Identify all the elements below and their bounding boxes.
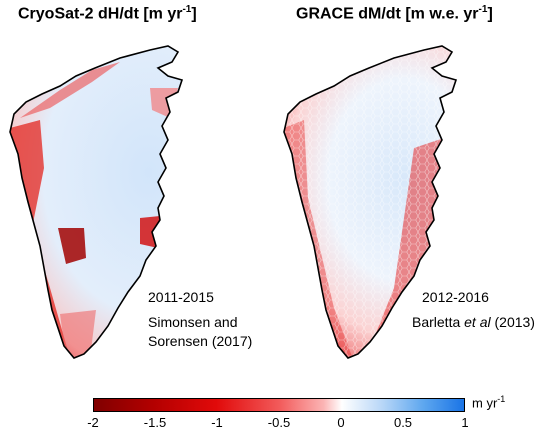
- northwest-thinning: [20, 62, 120, 118]
- right-panel-title: GRACE dM/dt [m w.e. yr-1]: [296, 4, 493, 23]
- left-period-label: 2011-2015: [148, 289, 214, 305]
- colorbar-tick-label: 1: [461, 415, 469, 430]
- cryosat-greenland-map: [9, 45, 183, 359]
- colorbar-tick-label: 0.5: [393, 415, 413, 430]
- colorbar: [93, 398, 465, 412]
- left-panel-title: CryoSat-2 dH/dt [m yr-1]: [18, 4, 197, 23]
- left-source-line2: Sorensen (2017): [148, 333, 253, 349]
- colorbar-tick-label: -2: [87, 415, 99, 430]
- helheim-thinning: [140, 216, 160, 248]
- colorbar-tick-label: -0.5: [267, 415, 291, 430]
- west-coast-thinning: [10, 120, 70, 358]
- left-source-line1: Simonsen and: [148, 314, 238, 330]
- jakobshavn-thinning: [58, 228, 86, 264]
- colorbar-tick-label: -1.5: [143, 415, 167, 430]
- colorbar-unit: m yr-1: [472, 394, 506, 411]
- colorbar-tick-label: 0: [337, 415, 345, 430]
- right-source-label: Barletta et al (2013): [412, 314, 535, 330]
- south-thinning: [60, 310, 96, 358]
- right-period-label: 2012-2016: [422, 289, 489, 305]
- grace-greenland-map: [283, 45, 457, 359]
- colorbar-tick-label: -1: [211, 415, 223, 430]
